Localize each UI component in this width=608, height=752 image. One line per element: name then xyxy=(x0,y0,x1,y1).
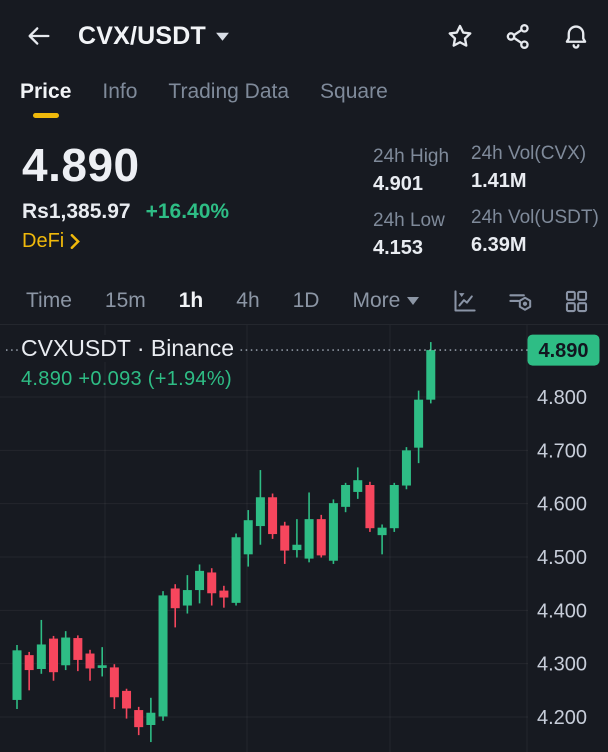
svg-text:4.700: 4.700 xyxy=(537,440,587,462)
tab-trading-data[interactable]: Trading Data xyxy=(168,80,290,103)
star-icon xyxy=(448,24,472,47)
stat-24h-vol-base: 24h Vol(CVX) 1.41M xyxy=(471,143,587,192)
pair-selector[interactable]: CVX/USDT xyxy=(78,22,230,51)
tab-price[interactable]: Price xyxy=(20,80,71,120)
candlestick-chart[interactable]: 4.800 4.700 4.600 4.500 4.400 4.300 4.200 4.890… xyxy=(0,325,608,752)
alerts-button[interactable] xyxy=(562,22,590,50)
last-price-badge xyxy=(527,334,600,366)
svg-text:4.400: 4.400 xyxy=(537,600,587,622)
defi-tag-link[interactable]: DeFi xyxy=(22,230,81,253)
tab-info[interactable]: Info xyxy=(102,80,138,103)
chart-symbol-label: CVXUSDT · Binance xyxy=(21,335,241,362)
chart-toolbar: Time 15m 1h 4h 1D More xyxy=(0,278,608,325)
tab-bar: Price Info Trading Data Square xyxy=(0,66,608,130)
svg-text:4.600: 4.600 xyxy=(537,494,587,516)
more-intervals-button[interactable]: More xyxy=(352,289,420,313)
chevron-right-icon xyxy=(70,234,81,249)
stat-24h-high: 24h High 4.901 xyxy=(373,146,450,195)
indicators-icon[interactable] xyxy=(507,288,534,315)
interval-1d[interactable]: 1D xyxy=(292,289,320,312)
share-icon xyxy=(506,23,529,49)
caret-down-icon xyxy=(407,297,420,305)
stat-24h-vol-quote: 24h Vol(USDT) 6.39M xyxy=(471,207,599,256)
svg-text:4.890: 4.890 xyxy=(538,340,588,362)
market-summary: 4.890 Rs1,385.97 +16.40% DeFi 24h High 4… xyxy=(0,130,608,278)
chart-canvas: 4.800 4.700 4.600 4.500 4.400 4.300 4.200 4.890 xyxy=(0,325,600,752)
back-button[interactable] xyxy=(22,19,56,53)
favorite-button[interactable] xyxy=(446,22,474,50)
interval-time[interactable]: Time xyxy=(26,289,72,312)
dropdown-caret-icon xyxy=(216,32,229,41)
back-arrow-icon xyxy=(28,27,50,45)
interval-15m[interactable]: 15m xyxy=(104,289,146,312)
interval-4h[interactable]: 4h xyxy=(236,289,260,312)
tab-price-label: Price xyxy=(20,80,72,103)
svg-text:4.300: 4.300 xyxy=(537,654,587,676)
svg-text:4.800: 4.800 xyxy=(537,387,587,409)
chart-type-icon[interactable] xyxy=(451,288,478,315)
fiat-price: Rs1,385.97 xyxy=(22,200,131,223)
defi-tag-label: DeFi xyxy=(22,230,65,252)
change-percent: +16.40% xyxy=(145,200,230,223)
last-price: 4.890 xyxy=(22,139,140,191)
svg-text:4.200: 4.200 xyxy=(537,707,587,729)
bell-icon xyxy=(565,24,587,49)
share-button[interactable] xyxy=(504,22,532,50)
stat-24h-low: 24h Low 4.153 xyxy=(373,210,445,259)
top-bar: CVX/USDT xyxy=(0,0,608,66)
interval-1h[interactable]: 1h xyxy=(178,289,204,312)
layout-grid-icon[interactable] xyxy=(563,288,590,315)
active-tab-underline xyxy=(32,113,59,118)
chart-quote-label: 4.890 +0.093 (+1.94%) xyxy=(21,368,232,390)
svg-text:4.500: 4.500 xyxy=(537,547,587,569)
tab-square[interactable]: Square xyxy=(320,80,388,103)
pair-title: CVX/USDT xyxy=(78,21,207,50)
